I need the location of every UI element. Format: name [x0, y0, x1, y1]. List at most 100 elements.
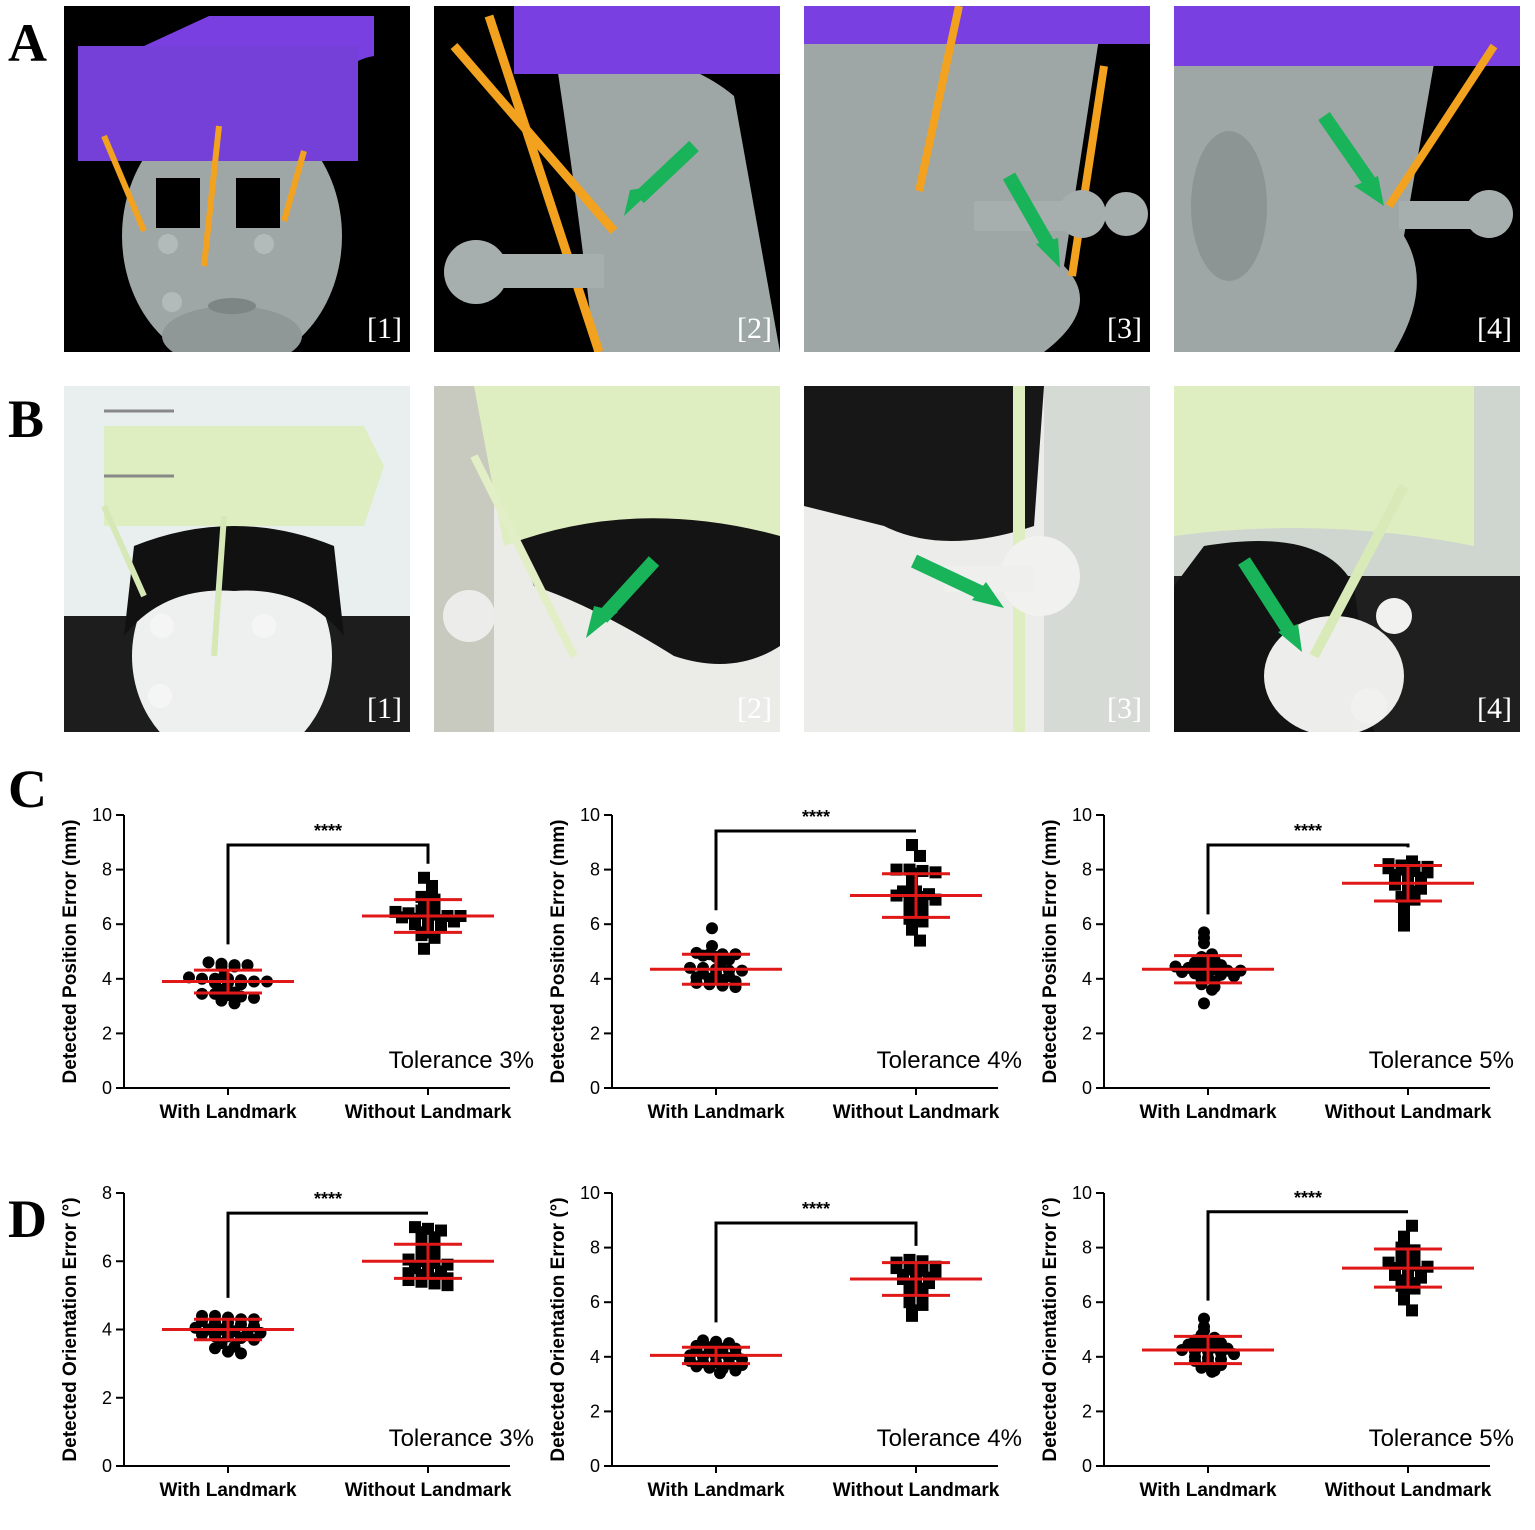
significance-label: **** [1294, 1188, 1322, 1208]
significance-bracket [226, 843, 430, 945]
y-tick-label: 8 [590, 860, 600, 880]
significance-label: **** [802, 1199, 830, 1219]
photo-b1: [1] [64, 386, 410, 732]
y-tick-label: 4 [590, 1347, 600, 1367]
y-tick-label: 6 [102, 914, 112, 934]
y-tick-label: 4 [102, 969, 112, 989]
data-point [1406, 1219, 1418, 1232]
data-point [723, 953, 735, 966]
y-tick-label: 6 [590, 1292, 600, 1312]
data-point [235, 1347, 247, 1360]
panel-letter-c: C [8, 759, 47, 819]
data-point [1398, 919, 1410, 932]
data-point [906, 839, 918, 852]
y-tick-label: 10 [580, 1183, 600, 1203]
panel-tag: [4] [1477, 692, 1512, 725]
data-point [215, 994, 228, 1007]
data-point [196, 1328, 208, 1341]
y-tick-label: 4 [1082, 1347, 1092, 1367]
y-tick-label: 8 [590, 1238, 600, 1258]
significance-label: **** [1294, 821, 1322, 841]
data-point [914, 849, 926, 862]
y-tick-label: 4 [102, 1320, 112, 1340]
y-tick-label: 2 [590, 1401, 600, 1421]
tolerance-label: Tolerance 4% [877, 1425, 1022, 1452]
significance-bracket [1206, 843, 1410, 915]
panel-tag: [3] [1107, 692, 1142, 725]
y-tick-label: 10 [1072, 1183, 1092, 1203]
chart-d3: 0 2 4 6 8 10 Detected Orientation Error (°) Wit… [1020, 1158, 1514, 1501]
data-point [209, 1342, 221, 1355]
y-tick-label: 6 [590, 914, 600, 934]
data-point [906, 1309, 918, 1322]
y-tick-label: 8 [1082, 860, 1092, 880]
data-point [418, 942, 430, 955]
y-tick-label: 8 [1082, 1238, 1092, 1258]
photo-b3: [3] [804, 386, 1150, 732]
data-point [706, 922, 718, 935]
y-tick-label: 0 [590, 1456, 600, 1476]
x-category-label: With Landmark [159, 1102, 296, 1123]
data-point [714, 1367, 726, 1380]
chart-svg: 0 2 4 6 8 10 Detected Orientation Error (°) Wit… [548, 1183, 1022, 1501]
y-tick-label: 2 [102, 1388, 112, 1408]
chart-d1: 0 2 4 6 8 Detected Orientation Error (°) With … [40, 1158, 534, 1501]
tolerance-label: Tolerance 5% [1369, 1425, 1514, 1452]
data-point [428, 931, 441, 944]
y-tick-label: 4 [590, 969, 600, 989]
y-tick-label: 2 [1082, 1401, 1092, 1421]
render-a1: [1] [64, 6, 410, 352]
panel-tag: [1] [367, 312, 402, 345]
data-point [1228, 970, 1240, 983]
chart-svg: 0 2 4 6 8 Detected Orientation Error (°) With … [60, 1183, 534, 1501]
panel-tag: [4] [1477, 312, 1512, 345]
data-point [914, 934, 926, 947]
panel-letter-b: B [8, 389, 45, 449]
data-point [435, 920, 447, 933]
x-category-label: With Landmark [159, 1480, 296, 1501]
y-axis-label: Detected Position Error (mm) [1040, 820, 1061, 1084]
data-point [906, 923, 918, 936]
data-point [903, 901, 916, 914]
tolerance-label: Tolerance 3% [389, 1425, 534, 1452]
y-tick-label: 8 [102, 860, 112, 880]
significance-bracket [714, 1221, 918, 1323]
data-point [241, 959, 254, 972]
panel-tag: [2] [737, 312, 772, 345]
y-tick-label: 6 [1082, 914, 1092, 934]
y-axis-label: Detected Orientation Error (°) [60, 1197, 81, 1461]
panel-tag: [3] [1107, 312, 1142, 345]
data-point [448, 915, 460, 928]
y-tick-label: 2 [590, 1023, 600, 1043]
chart-svg: 0 2 4 6 8 10 Detected Position Error (mm) With … [60, 805, 534, 1123]
x-category-label: Without Landmark [1325, 1102, 1492, 1123]
chart-c1: 0 2 4 6 8 10 Detected Position Error (mm) With … [40, 780, 534, 1123]
x-category-label: Without Landmark [345, 1480, 512, 1501]
data-point [1198, 937, 1210, 950]
significance-bracket [1206, 1210, 1408, 1301]
chart-svg: 0 2 4 6 8 10 Detected Position Error (mm) With … [1040, 805, 1514, 1123]
x-category-label: Without Landmark [1325, 1480, 1492, 1501]
y-tick-label: 0 [102, 1078, 112, 1098]
chart-c3: 0 2 4 6 8 10 Detected Position Error (mm) With … [1020, 780, 1514, 1123]
tolerance-label: Tolerance 3% [389, 1047, 534, 1074]
significance-label: **** [314, 1189, 342, 1209]
data-point [916, 1298, 929, 1311]
data-point [1406, 1304, 1418, 1317]
data-point [729, 1364, 742, 1377]
data-point [248, 991, 260, 1004]
y-tick-label: 0 [590, 1078, 600, 1098]
data-point [1398, 1293, 1410, 1306]
y-axis-label: Detected Position Error (mm) [60, 820, 81, 1084]
y-axis-label: Detected Orientation Error (°) [1040, 1197, 1061, 1461]
data-point [402, 1274, 415, 1287]
y-axis-label: Detected Orientation Error (°) [548, 1197, 569, 1461]
x-category-label: With Landmark [647, 1480, 784, 1501]
chart-svg: 0 2 4 6 8 10 Detected Orientation Error (°) Wit… [1040, 1183, 1514, 1501]
render-a3: [3] [804, 6, 1150, 352]
tolerance-label: Tolerance 4% [877, 1047, 1022, 1074]
y-tick-label: 8 [102, 1183, 112, 1203]
render-a4: [4] [1174, 6, 1520, 352]
y-tick-label: 10 [580, 805, 600, 825]
x-category-label: Without Landmark [833, 1480, 1000, 1501]
